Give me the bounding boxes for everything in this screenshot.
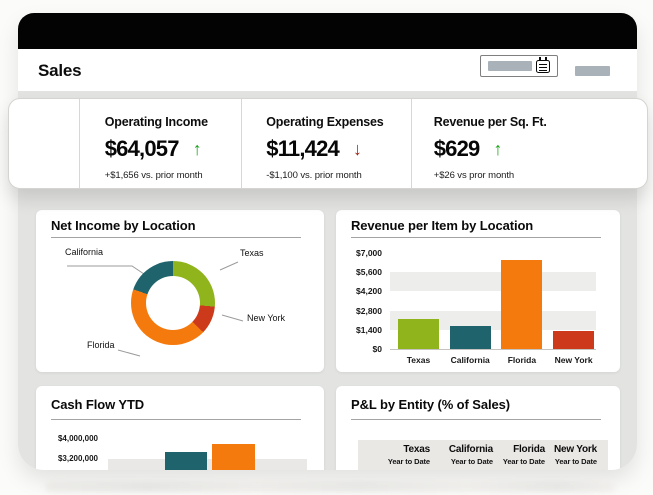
title-rule: [351, 419, 601, 420]
kpi-value: $629: [433, 136, 481, 161]
column-label: Florida: [513, 444, 545, 455]
kpi-label: Operating Expenses: [266, 115, 384, 129]
donut-chart: [131, 261, 215, 345]
card-title: Net Income by Location: [51, 218, 196, 233]
kpi-delta: +$1,656 vs. prior month: [104, 170, 203, 181]
column-label: New York: [553, 444, 597, 455]
title-rule: [51, 237, 301, 238]
card-pl-by-entity: P&L by Entity (% of Sales) Texas Year to …: [336, 386, 620, 470]
kpi-empty-slot: [9, 99, 79, 188]
donut-label-new-york: New York: [247, 313, 286, 323]
table-header-cell: New York Year to Date: [545, 440, 597, 470]
pl-table-header-row: Texas Year to Date California Year to Date F…: [358, 440, 608, 470]
table-header-cell: California Year to Date: [430, 440, 493, 470]
kpi-delta: -$1,100 vs. prior month: [266, 170, 362, 181]
y-tick-label: $5,600: [356, 267, 382, 278]
donut-hole: [146, 276, 200, 330]
y-tick-label: $3,200,000: [57, 454, 98, 463]
bar-texas: [398, 318, 439, 349]
title-rule: [351, 237, 601, 238]
x-category-label: Florida: [507, 355, 537, 365]
donut-label-florida: Florida: [87, 340, 115, 350]
column-subtitle: Year to Date: [450, 457, 493, 466]
date-value-placeholder: [488, 61, 532, 71]
kpi-summary-bar: Operating Income $64,057 ↑ +$1,656 vs. p…: [8, 98, 648, 189]
y-tick-label: $0: [372, 344, 382, 354]
bar: [212, 444, 255, 470]
kpi-operating-income: Operating Income $64,057 ↑ +$1,656 vs. p…: [78, 99, 242, 188]
bar: [165, 452, 207, 470]
x-category-label: California: [450, 355, 490, 365]
column-subtitle: Year to Date: [554, 457, 597, 466]
page-header: Sales: [18, 49, 637, 92]
card-title: Cash Flow YTD: [51, 397, 145, 412]
grid-band: [390, 310, 596, 330]
card-revenue-per-item-by-location: Revenue per Item by Location $7,000 $5,60…: [336, 210, 620, 372]
card-net-income-by-location: Net Income by Location Texas New York Fl…: [36, 210, 324, 372]
table-header-cell: Florida Year to Date: [493, 440, 545, 470]
grid-band: [108, 459, 307, 470]
x-axis-baseline: [390, 349, 596, 350]
title-rule: [51, 419, 301, 420]
card-title: Revenue per Item by Location: [351, 218, 534, 233]
column-subtitle: Year to Date: [387, 457, 430, 466]
x-category-label: Texas: [406, 355, 431, 365]
bar-new-york: [553, 331, 595, 349]
kpi-label: Operating Income: [104, 115, 208, 129]
trend-up-icon: ↑: [493, 139, 503, 159]
y-tick-label: $4,000,000: [57, 434, 98, 443]
y-tick-label: $4,200: [356, 286, 382, 297]
card-cash-flow-ytd: Cash Flow YTD $4,000,000 $3,200,000: [36, 386, 324, 470]
column-subtitle: Year to Date: [502, 457, 545, 466]
card-title: P&L by Entity (% of Sales): [351, 397, 510, 412]
column-label: Texas: [403, 444, 430, 455]
kpi-value: $11,424: [266, 136, 340, 161]
bar-california: [449, 326, 491, 349]
x-category-label: New York: [554, 355, 593, 365]
app-window: Sales Net Income by Location: [18, 13, 637, 470]
kpi-operating-expenses: Operating Expenses $11,424 ↓ -$1,100 vs.…: [241, 99, 410, 188]
grid-band: [390, 272, 596, 292]
cash-flow-bar-plot: $4,000,000 $3,200,000: [36, 386, 324, 470]
header-menu-placeholder[interactable]: [575, 66, 610, 76]
y-tick-label: $7,000: [356, 248, 382, 258]
bar-florida: [501, 259, 543, 349]
kpi-label: Revenue per Sq. Ft.: [433, 115, 547, 129]
donut-label-california: California: [65, 247, 104, 257]
y-tick-label: $1,400: [356, 324, 382, 335]
trend-up-icon: ↑: [192, 139, 202, 159]
y-tick-label: $2,800: [356, 305, 382, 316]
calendar-icon: [536, 56, 550, 73]
kpi-value: $64,057: [104, 136, 180, 161]
column-label: California: [448, 444, 493, 455]
page-title: Sales: [38, 61, 82, 80]
table-header-cell: Texas Year to Date: [358, 440, 430, 470]
date-range-picker[interactable]: [480, 55, 558, 77]
kpi-revenue-per-sq-ft: Revenue per Sq. Ft. $629 ↑ +$26 vs pror …: [410, 99, 647, 188]
donut-label-texas: Texas: [240, 248, 264, 258]
revenue-bar-plot: $7,000 $5,600 $4,200 $2,800 $1,400 $0 Texas Cal…: [336, 210, 620, 372]
bottom-blur-artifact: [45, 481, 615, 492]
trend-down-icon: ↓: [352, 139, 362, 159]
kpi-delta: +$26 vs pror month: [433, 170, 515, 181]
window-titlebar: [18, 13, 637, 49]
